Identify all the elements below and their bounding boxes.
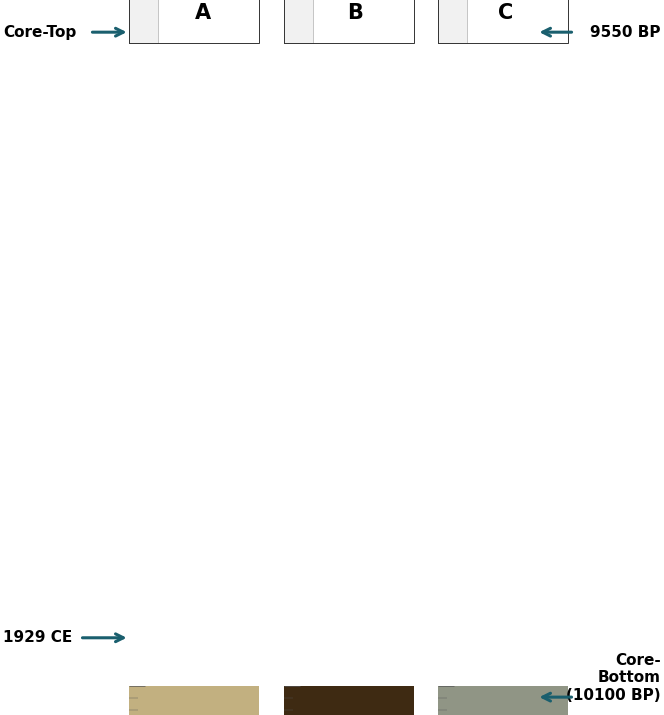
Bar: [129, 0, 158, 43]
Bar: [284, 0, 414, 43]
Bar: [129, 686, 259, 715]
Text: 1929 CE: 1929 CE: [3, 631, 72, 645]
Text: C: C: [499, 3, 513, 23]
Text: Core-
Bottom
(10100 BP): Core- Bottom (10100 BP): [566, 653, 661, 703]
Text: Core-Top: Core-Top: [3, 25, 76, 39]
Text: B: B: [347, 3, 363, 23]
Text: 9550 BP: 9550 BP: [590, 25, 661, 39]
Text: A: A: [195, 3, 210, 23]
Bar: [438, 686, 568, 715]
Bar: [438, 0, 467, 43]
Bar: [438, 0, 568, 43]
Bar: [129, 0, 259, 43]
Bar: [284, 686, 414, 715]
Bar: [284, 0, 313, 43]
